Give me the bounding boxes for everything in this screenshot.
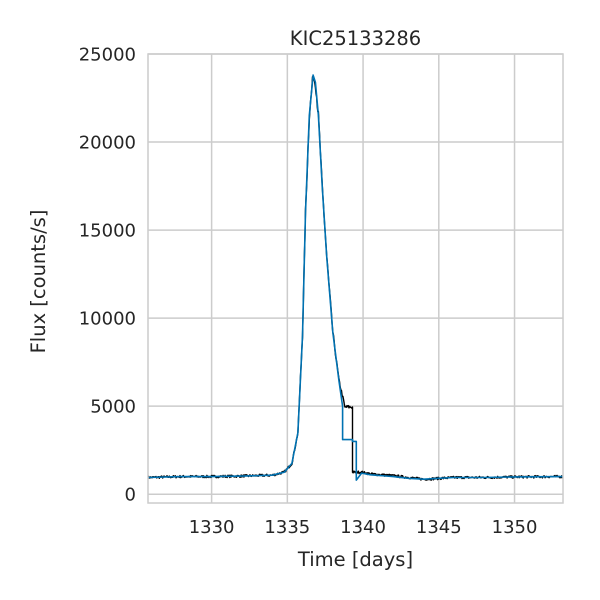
plot-frame [147, 53, 564, 504]
y-tick-label: 20000 [79, 133, 136, 154]
series-layer [148, 74, 563, 481]
x-tick-label: 1345 [416, 517, 462, 538]
x-axis-label: Time [days] [297, 548, 413, 571]
x-tick-label: 1340 [340, 517, 386, 538]
x-tick-label: 1330 [189, 517, 235, 538]
y-tick-label: 25000 [79, 45, 136, 66]
y-tick-label: 5000 [90, 397, 136, 418]
chart-title: KIC25133286 [290, 27, 421, 50]
y-tick-labels: 0 5000 10000 15000 20000 25000 [79, 45, 136, 506]
y-axis-label: Flux [counts/s] [27, 210, 50, 354]
x-tick-label: 1335 [264, 517, 310, 538]
y-tick-label: 15000 [79, 221, 136, 242]
y-tick-label: 10000 [79, 309, 136, 330]
model-flux-line [148, 74, 563, 481]
x-tick-label: 1350 [492, 517, 538, 538]
observed-flux-line [148, 76, 563, 481]
y-tick-label: 0 [125, 485, 136, 506]
grid [148, 53, 563, 503]
x-tick-labels: 1330 1335 1340 1345 1350 [189, 517, 538, 538]
